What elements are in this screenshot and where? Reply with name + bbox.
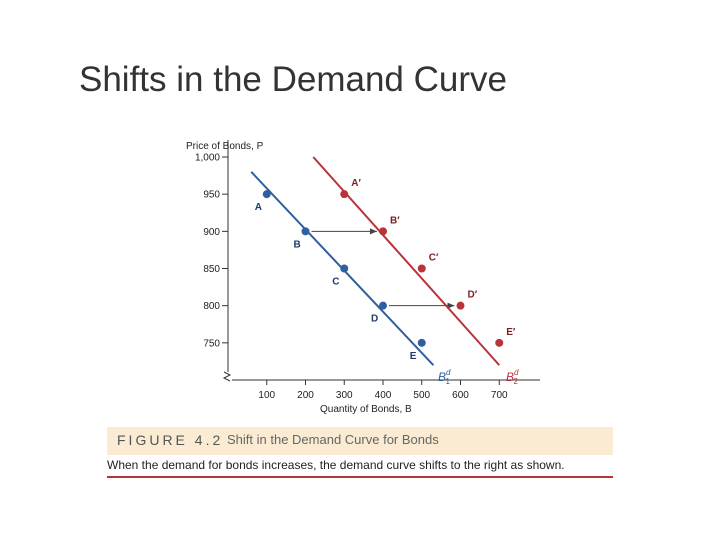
demand-curve-bd1-point-label: B: [294, 239, 301, 250]
figure-caption: When the demand for bonds increases, the…: [107, 458, 565, 472]
figure-title: Shift in the Demand Curve for Bonds: [227, 432, 439, 447]
demand-curve-bd2-name-label: Bd 2: [506, 368, 519, 386]
demand-curve-bd1-point-label: A: [255, 202, 262, 213]
x-tick-label: 400: [375, 390, 392, 401]
demand-curve-bd2-point: [495, 338, 504, 347]
demand-curve-bd2-point-label: E′: [506, 327, 516, 338]
y-tick-label: 900: [203, 227, 220, 238]
demand-curve-bd2-point: [340, 190, 349, 199]
x-tick-label: 200: [297, 390, 314, 401]
y-tick-label: 950: [203, 190, 220, 201]
demand-curve-bd1-point: [417, 338, 426, 347]
demand-curve-bd1-point: [340, 264, 349, 273]
caption-divider: [107, 476, 613, 478]
x-tick-label: 700: [491, 390, 508, 401]
figure-caption-band: FIGURE 4.2 Shift in the Demand Curve for…: [107, 427, 613, 455]
y-tick-label: 750: [203, 338, 220, 349]
demand-curve-bd2-point: [417, 264, 426, 273]
demand-curve-bd1-point: [262, 190, 271, 199]
y-tick-label: 800: [203, 301, 220, 312]
y-tick-label: 1,000: [195, 153, 220, 164]
demand-curve-bd2-point-label: A′: [351, 178, 361, 189]
demand-curve-bd2-point-label: B′: [390, 215, 400, 226]
demand-curve-bd2-point-label: D′: [468, 290, 478, 301]
demand-curve-bd1-point: [379, 301, 387, 310]
x-tick-label: 100: [258, 390, 275, 401]
y-tick-label: 850: [203, 264, 220, 275]
y-axis-label: Price of Bonds, P: [186, 141, 264, 152]
demand-curve-bd1-name-label: Bd 1: [438, 368, 451, 386]
demand-curve-bd2-point: [456, 301, 465, 310]
x-tick-label: 500: [413, 390, 430, 401]
x-tick-label: 300: [336, 390, 353, 401]
demand-curve-bd2-point: [379, 227, 387, 236]
figure-number: FIGURE 4.2: [117, 432, 224, 448]
slide-title: Shifts in the Demand Curve: [79, 60, 507, 99]
demand-curve-bd2-point-label: C′: [429, 253, 439, 264]
demand-curve-bd1-point-label: E: [410, 351, 417, 362]
demand-curve-bd2-line: [312, 156, 500, 366]
axis-break-mark: [222, 371, 232, 382]
demand-curve-bd1-point-label: D: [371, 314, 378, 325]
demand-curve-bd1-point: [301, 227, 310, 236]
demand-curve-bd1-point-label: C: [332, 277, 339, 288]
x-axis-label: Quantity of Bonds, B: [320, 404, 412, 415]
x-tick-label: 600: [452, 390, 469, 401]
